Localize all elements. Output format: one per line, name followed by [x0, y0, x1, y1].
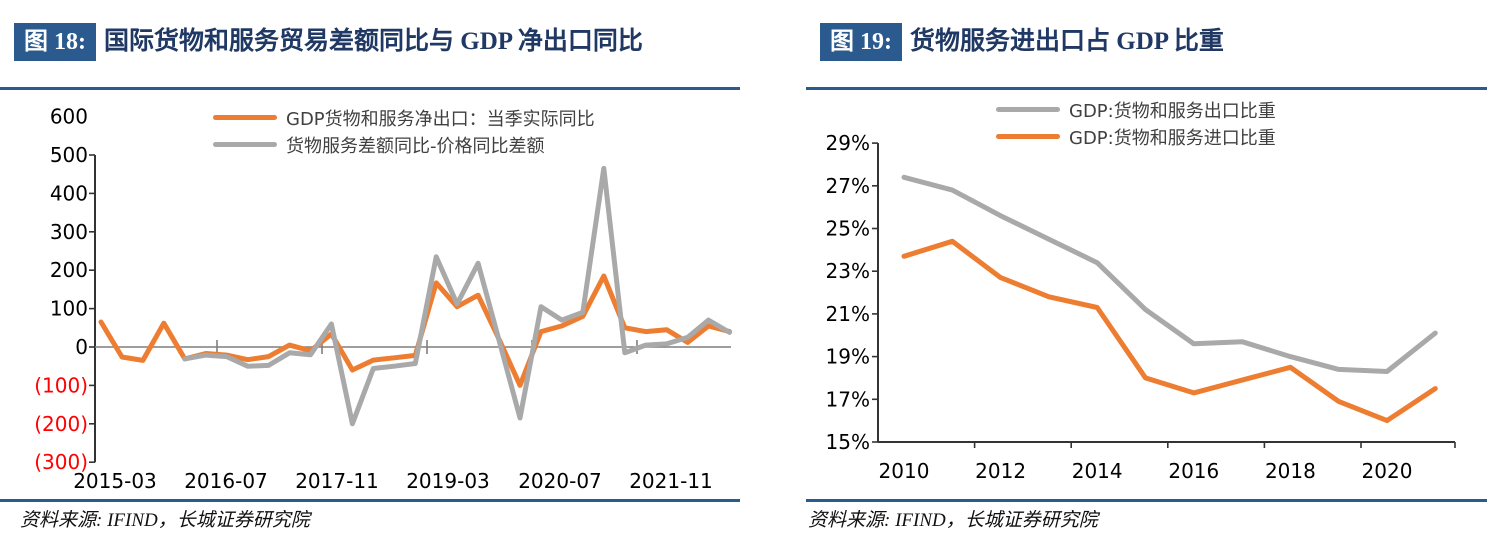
- figure-19-label-badge: 图 19:: [820, 23, 902, 61]
- y-tick-label: 0: [75, 335, 88, 359]
- legend-item: GDP:货物和服务进口比重: [996, 123, 1276, 150]
- figure-18-panel: 图 18: 国际货物和服务贸易差额同比与 GDP 净出口同比 GDP货物和服务净…: [0, 0, 740, 547]
- y-tick-label: (300): [34, 450, 88, 474]
- x-tick-label: 2016: [1168, 459, 1219, 483]
- series-line-1: [901, 238, 1438, 424]
- figure-18-source-note: 资料来源: IFIND，长城证券研究院: [20, 510, 310, 531]
- series-line-0: [98, 273, 732, 388]
- figure-19-legend: GDP:货物和服务出口比重 GDP:货物和服务进口比重: [996, 96, 1276, 150]
- legend-item: 货物服务差额同比-价格同比差额: [213, 131, 595, 158]
- figure-19-source-note: 资料来源: IFIND，长城证券研究院: [808, 510, 1098, 531]
- figure-18-label-badge: 图 18:: [14, 23, 96, 61]
- gray-line-swatch: [996, 107, 1060, 112]
- figure-19-source-rule: [806, 499, 1487, 502]
- x-tick-label: 2019-03: [406, 469, 490, 493]
- gray-line-swatch: [213, 142, 277, 147]
- y-tick-label: 200: [50, 258, 88, 282]
- x-tick-label: 2021-11: [629, 469, 713, 493]
- series-line-1: [182, 165, 732, 427]
- y-tick-label: 23%: [826, 259, 870, 283]
- series-line-0: [901, 174, 1438, 374]
- figure-19-title-rule: [806, 87, 1487, 90]
- x-tick-label: 2020: [1362, 459, 1413, 483]
- y-tick-label: 27%: [826, 174, 870, 198]
- y-tick-label: (100): [34, 373, 88, 397]
- legend-label: 货物服务差额同比-价格同比差额: [286, 135, 545, 157]
- figure-18-title-rule: [0, 87, 740, 90]
- y-tick-label: (200): [34, 412, 88, 436]
- x-tick-label: 2018: [1265, 459, 1316, 483]
- x-tick-label: 2012: [975, 459, 1026, 483]
- trade-balance-yoy-chart: 600 500 400 300 200 100 0 (100) (200) (300)2015-0…: [34, 105, 732, 493]
- orange-line-swatch: [996, 134, 1060, 139]
- x-tick-label: 2016-07: [184, 469, 268, 493]
- y-tick-label: 400: [50, 181, 88, 205]
- x-tick-label: 2020-07: [518, 469, 602, 493]
- x-tick-label: 2010: [879, 459, 930, 483]
- y-tick-label: 500: [50, 143, 88, 167]
- x-tick-label: 2014: [1072, 459, 1123, 483]
- figure-18-title: 国际货物和服务贸易差额同比与 GDP 净出口同比: [104, 28, 643, 55]
- gdp-share-chart: 29% 27% 25% 23% 21% 19% 17% 15% 2010 2012 2014 2016…: [826, 131, 1456, 483]
- x-tick-label: 2017-11: [295, 469, 379, 493]
- legend-label: GDP货物和服务净出口：当季实际同比: [286, 108, 595, 130]
- figure-18-source-rule: [0, 499, 740, 502]
- y-tick-label: 600: [50, 105, 88, 129]
- figure-18-legend: GDP货物和服务净出口：当季实际同比 货物服务差额同比-价格同比差额: [213, 104, 595, 158]
- legend-item: GDP:货物和服务出口比重: [996, 96, 1276, 123]
- y-tick-label: 29%: [826, 131, 870, 155]
- y-tick-label: 300: [50, 220, 88, 244]
- legend-label: GDP:货物和服务进口比重: [1069, 127, 1276, 149]
- figure-19-title-row: 图 19: 货物服务进出口占 GDP 比重: [806, 23, 1487, 61]
- x-tick-label: 2015-03: [73, 469, 157, 493]
- y-tick-label: 25%: [826, 217, 870, 241]
- figure-19-title: 货物服务进出口占 GDP 比重: [910, 28, 1224, 55]
- legend-item: GDP货物和服务净出口：当季实际同比: [213, 104, 595, 131]
- figure-18-title-row: 图 18: 国际货物和服务贸易差额同比与 GDP 净出口同比: [0, 23, 740, 61]
- y-tick-label: 17%: [826, 387, 870, 411]
- y-tick-label: 100: [50, 297, 88, 321]
- legend-label: GDP:货物和服务出口比重: [1069, 100, 1276, 122]
- y-tick-label: 15%: [826, 430, 870, 454]
- y-tick-label: 19%: [826, 345, 870, 369]
- y-tick-label: 21%: [826, 302, 870, 326]
- orange-line-swatch: [213, 115, 277, 120]
- figure-19-panel: 图 19: 货物服务进出口占 GDP 比重 GDP:货物和服务出口比重 GDP:…: [806, 0, 1487, 547]
